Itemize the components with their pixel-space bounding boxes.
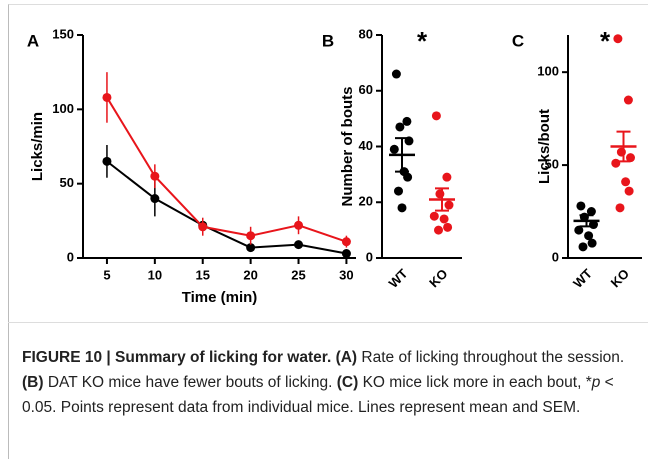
x-tick-label: KO xyxy=(608,266,632,290)
series-line xyxy=(106,160,347,255)
x-tick-label: 20 xyxy=(243,267,257,282)
y-tick-label: 40 xyxy=(359,138,373,153)
caption-text: p xyxy=(591,374,601,391)
data-point xyxy=(442,172,452,182)
caption-text: DAT KO mice have fewer bouts of licking. xyxy=(47,374,333,391)
data-point xyxy=(587,238,597,248)
data-point xyxy=(434,225,443,235)
data-point xyxy=(394,186,403,196)
y-tick-label: 0 xyxy=(366,249,373,264)
data-point xyxy=(624,186,634,196)
data-point xyxy=(198,222,208,232)
data-point xyxy=(623,95,633,105)
y-tick-label: 50 xyxy=(545,157,559,172)
data-point xyxy=(341,249,351,259)
x-tick-label: 10 xyxy=(148,267,162,282)
data-point xyxy=(611,158,621,168)
data-point xyxy=(574,225,584,235)
panel-label: B xyxy=(322,31,334,50)
data-point xyxy=(246,231,256,241)
x-tick-label: 25 xyxy=(291,267,305,282)
annotation: * xyxy=(600,26,611,56)
data-point xyxy=(616,147,626,157)
data-point xyxy=(576,201,586,211)
data-point xyxy=(294,240,304,250)
x-tick-label: WT xyxy=(570,266,595,291)
data-point xyxy=(102,92,112,102)
x-tick-label: 30 xyxy=(339,267,353,282)
data-point xyxy=(621,177,631,187)
data-point xyxy=(443,222,453,232)
y-tick-label: 0 xyxy=(552,249,559,264)
y-tick-label: 50 xyxy=(60,175,74,190)
annotation: * xyxy=(417,26,428,56)
data-point xyxy=(586,207,596,217)
caption-label: (C) xyxy=(336,374,359,391)
data-point xyxy=(439,214,449,224)
panel-label: C xyxy=(512,31,524,50)
data-point xyxy=(615,203,625,213)
caption-label: (B) xyxy=(22,374,44,391)
data-point xyxy=(431,111,441,121)
data-point xyxy=(403,172,413,182)
data-point xyxy=(626,153,635,163)
figure-frame xyxy=(8,4,648,459)
x-axis-label: Time (min) xyxy=(182,289,258,306)
data-point xyxy=(294,220,304,230)
series-line xyxy=(106,96,347,243)
data-point xyxy=(391,69,401,79)
y-tick-label: 20 xyxy=(359,194,373,209)
caption-text: KO mice lick more in each bout, * xyxy=(362,374,592,391)
y-axis-label: Licks/min xyxy=(29,112,46,181)
data-point xyxy=(613,34,623,44)
data-point xyxy=(150,171,160,181)
y-tick-label: 0 xyxy=(67,249,74,264)
data-point xyxy=(246,243,256,253)
y-tick-label: 80 xyxy=(359,26,373,41)
x-tick-label: 5 xyxy=(103,267,110,282)
x-tick-label: KO xyxy=(426,266,450,290)
data-point xyxy=(584,231,594,241)
caption: FIGURE 10 | Summary of licking for water… xyxy=(22,345,642,420)
data-point xyxy=(341,237,351,247)
divider xyxy=(8,322,648,323)
data-point xyxy=(429,211,439,221)
y-tick-label: 100 xyxy=(537,64,559,79)
y-axis-label: Licks/bout xyxy=(536,109,553,184)
data-point xyxy=(444,200,454,210)
caption-text: Rate of licking throughout the session. xyxy=(361,349,625,366)
data-point xyxy=(578,242,588,252)
caption-text: < 0.05. Points represent data from indiv… xyxy=(22,374,614,416)
data-point xyxy=(150,194,160,204)
x-tick-label: WT xyxy=(386,266,411,291)
data-point xyxy=(402,116,412,126)
caption-title: FIGURE 10 | Summary of licking for water… xyxy=(22,349,332,366)
y-tick-label: 150 xyxy=(52,26,74,41)
data-point xyxy=(435,189,445,199)
x-tick-label: 15 xyxy=(196,267,210,282)
data-point xyxy=(102,156,112,166)
caption-label: (A) xyxy=(335,349,358,366)
data-point xyxy=(397,203,407,213)
data-point xyxy=(389,144,399,154)
chart: A Licks/min 0 50 100 150 5 10 15 20 25 30 Time (min)… xyxy=(27,26,642,306)
y-tick-label: 60 xyxy=(359,82,373,97)
panel-label: A xyxy=(27,31,39,50)
y-tick-label: 100 xyxy=(52,101,74,116)
data-point xyxy=(395,122,405,132)
y-axis-label: Number of bouts xyxy=(339,87,356,207)
